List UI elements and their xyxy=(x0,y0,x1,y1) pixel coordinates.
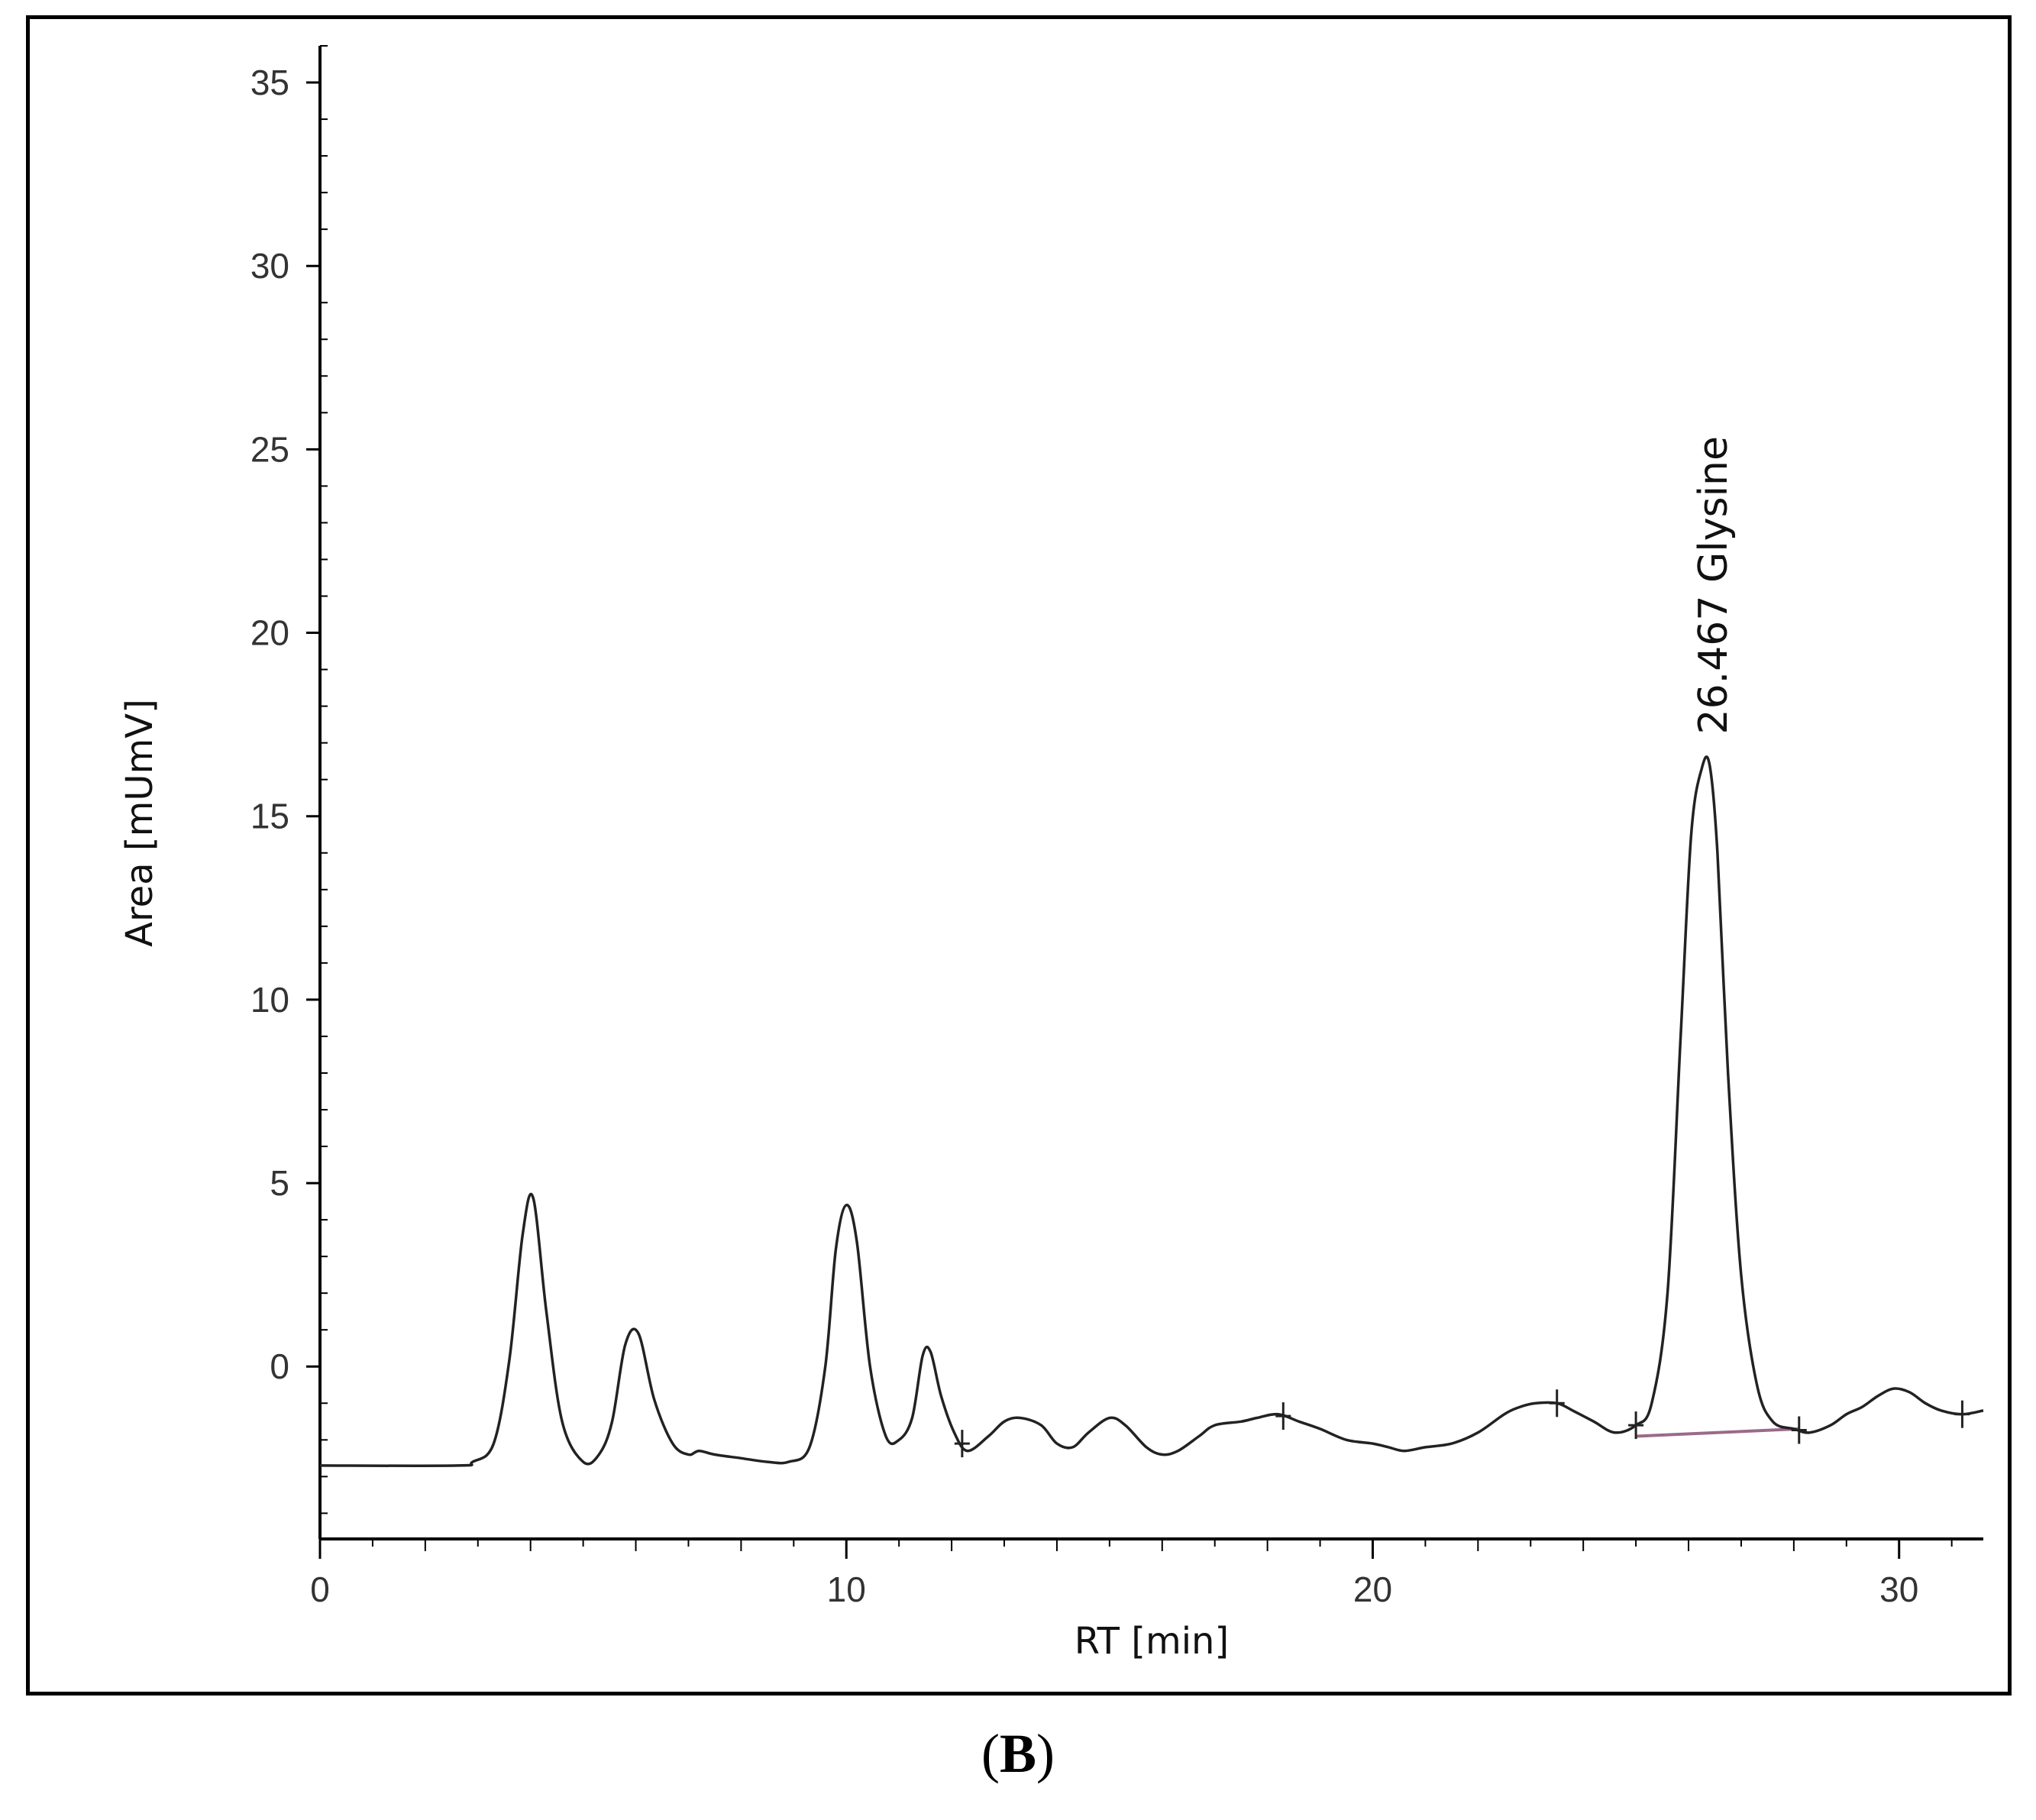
y-tick-label: 5 xyxy=(270,1163,289,1203)
caption-open: ( xyxy=(981,1723,1000,1784)
y-tick-label: 15 xyxy=(250,797,289,836)
y-tick-label: 10 xyxy=(250,980,289,1020)
chromatogram-trace xyxy=(319,755,1984,1468)
x-tick-label: 10 xyxy=(827,1569,866,1609)
x-tick-label: 0 xyxy=(310,1569,330,1609)
figure-caption: (B) xyxy=(0,1722,2036,1786)
x-axis-title: RT [min] xyxy=(1075,1620,1229,1663)
y-tick-label: 35 xyxy=(250,63,289,102)
caption-letter: B xyxy=(999,1723,1037,1784)
tick-labels: 0 5 10 15 20 25 30 35 0 10 20 30 xyxy=(250,63,1918,1609)
y-tick-label: 20 xyxy=(250,613,289,653)
chromatogram-chart: 0 5 10 15 20 25 30 35 0 10 20 30 26.467 Glysine RT … xyxy=(118,45,1984,1663)
trace-layer xyxy=(319,755,1984,1468)
y-axis-title: Area [mUmV] xyxy=(118,699,161,947)
y-tick-label: 25 xyxy=(250,429,289,469)
chart-frame: 0 5 10 15 20 25 30 35 0 10 20 30 26.467 Glysine RT … xyxy=(26,15,2012,1696)
axes xyxy=(306,45,1983,1559)
peak-label: 26.467 Glysine xyxy=(1691,436,1737,734)
caption-close: ) xyxy=(1036,1723,1055,1784)
y-tick-label: 30 xyxy=(250,246,289,286)
x-tick-label: 30 xyxy=(1879,1569,1918,1609)
x-tick-label: 20 xyxy=(1353,1569,1392,1609)
annotations: 26.467 Glysine xyxy=(1691,436,1737,734)
y-tick-label: 0 xyxy=(270,1346,289,1386)
integration-baseline xyxy=(1636,1427,1799,1438)
